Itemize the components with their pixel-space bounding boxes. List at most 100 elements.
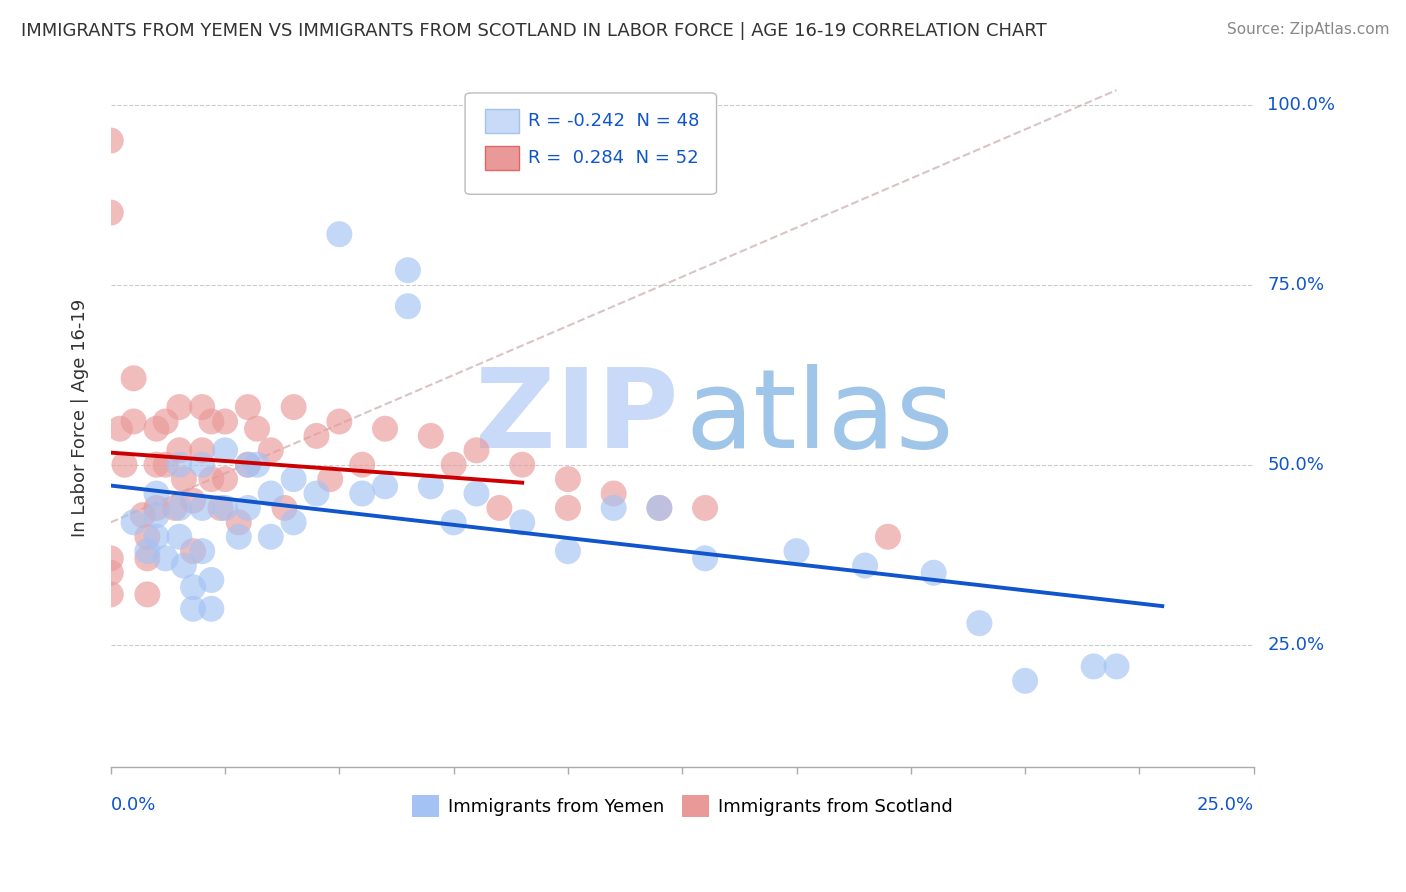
- Point: [155, 415, 177, 429]
- Point: [122, 516, 145, 530]
- Text: 100.0%: 100.0%: [1267, 95, 1336, 113]
- Point: [155, 458, 177, 472]
- Text: Source: ZipAtlas.com: Source: ZipAtlas.com: [1226, 22, 1389, 37]
- Point: [100, 566, 122, 580]
- Text: IMMIGRANTS FROM YEMEN VS IMMIGRANTS FROM SCOTLAND IN LABOR FORCE | AGE 16-19 COR: IMMIGRANTS FROM YEMEN VS IMMIGRANTS FROM…: [21, 22, 1047, 40]
- Point: [122, 415, 145, 429]
- Point: [557, 500, 579, 515]
- Point: [969, 616, 991, 631]
- Point: [1105, 659, 1128, 673]
- Point: [236, 500, 259, 515]
- Point: [181, 544, 204, 558]
- Point: [169, 458, 191, 472]
- Point: [100, 587, 122, 601]
- Text: 75.0%: 75.0%: [1267, 276, 1324, 293]
- Point: [214, 472, 236, 486]
- Point: [352, 486, 374, 500]
- Text: 50.0%: 50.0%: [1267, 456, 1324, 474]
- Point: [122, 371, 145, 385]
- Text: 0.0%: 0.0%: [111, 796, 156, 814]
- Point: [191, 458, 214, 472]
- Point: [228, 530, 250, 544]
- Point: [246, 458, 269, 472]
- FancyBboxPatch shape: [485, 109, 519, 133]
- Point: [374, 422, 396, 436]
- Point: [191, 500, 214, 515]
- Point: [136, 587, 159, 601]
- Point: [465, 443, 488, 458]
- Point: [510, 516, 533, 530]
- Text: R =  0.284  N = 52: R = 0.284 N = 52: [527, 149, 699, 167]
- Point: [214, 443, 236, 458]
- Point: [922, 566, 945, 580]
- Point: [328, 227, 350, 242]
- Point: [374, 479, 396, 493]
- Point: [557, 472, 579, 486]
- Point: [602, 500, 624, 515]
- Point: [173, 472, 195, 486]
- Text: 25.0%: 25.0%: [1267, 636, 1324, 654]
- Point: [200, 472, 222, 486]
- Point: [191, 443, 214, 458]
- Text: R = -0.242  N = 48: R = -0.242 N = 48: [527, 112, 699, 130]
- Point: [419, 479, 441, 493]
- Point: [145, 422, 167, 436]
- Text: ZIP: ZIP: [475, 365, 679, 471]
- Point: [173, 558, 195, 573]
- Point: [145, 530, 167, 544]
- Y-axis label: In Labor Force | Age 16-19: In Labor Force | Age 16-19: [72, 299, 89, 537]
- Point: [200, 573, 222, 587]
- Point: [136, 530, 159, 544]
- Point: [260, 443, 283, 458]
- Legend: Immigrants from Yemen, Immigrants from Scotland: Immigrants from Yemen, Immigrants from S…: [405, 789, 960, 824]
- Point: [209, 500, 232, 515]
- Point: [236, 458, 259, 472]
- Point: [283, 516, 305, 530]
- Point: [648, 500, 671, 515]
- Point: [100, 205, 122, 219]
- Point: [283, 472, 305, 486]
- Point: [169, 500, 191, 515]
- Point: [319, 472, 342, 486]
- Point: [100, 551, 122, 566]
- Point: [853, 558, 876, 573]
- Text: atlas: atlas: [686, 365, 955, 471]
- Point: [163, 500, 186, 515]
- Point: [488, 500, 510, 515]
- Point: [443, 458, 465, 472]
- Point: [191, 400, 214, 414]
- Point: [1014, 673, 1036, 688]
- FancyBboxPatch shape: [485, 146, 519, 169]
- Point: [396, 263, 419, 277]
- Point: [200, 601, 222, 615]
- Point: [693, 551, 716, 566]
- Point: [214, 500, 236, 515]
- Point: [648, 500, 671, 515]
- Point: [260, 530, 283, 544]
- Point: [693, 500, 716, 515]
- Point: [557, 544, 579, 558]
- Point: [260, 486, 283, 500]
- Point: [169, 530, 191, 544]
- Point: [228, 516, 250, 530]
- Point: [100, 134, 122, 148]
- Point: [181, 493, 204, 508]
- Point: [145, 486, 167, 500]
- Point: [443, 516, 465, 530]
- Point: [352, 458, 374, 472]
- Point: [132, 508, 155, 523]
- Point: [236, 400, 259, 414]
- Point: [169, 400, 191, 414]
- Point: [877, 530, 900, 544]
- Point: [214, 415, 236, 429]
- Point: [273, 500, 295, 515]
- Point: [283, 400, 305, 414]
- Point: [181, 580, 204, 594]
- Point: [136, 544, 159, 558]
- Point: [145, 458, 167, 472]
- Point: [191, 544, 214, 558]
- Point: [236, 458, 259, 472]
- Point: [328, 415, 350, 429]
- Point: [200, 415, 222, 429]
- Point: [145, 500, 167, 515]
